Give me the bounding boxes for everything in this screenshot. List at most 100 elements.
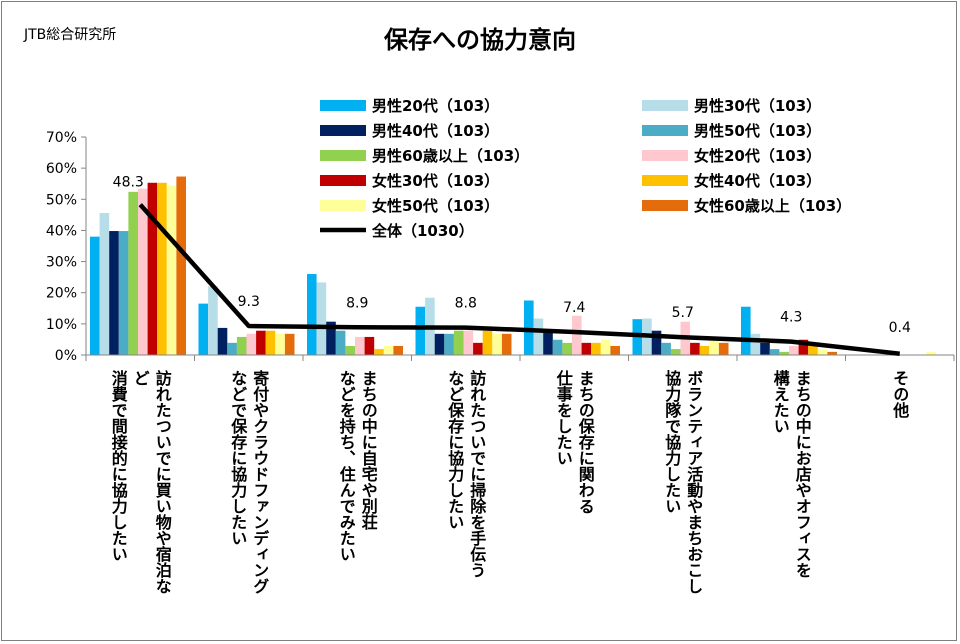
legend-swatch [642,125,688,136]
bar [552,339,563,355]
bar [741,306,751,355]
bar [709,339,719,355]
bar [543,330,553,355]
bar [690,342,700,355]
legend-label-total: 全体（1030） [371,222,474,240]
bar [562,342,572,355]
category-label: まちの保存に関わる [576,370,596,514]
bar [99,212,110,355]
x-axis [85,354,955,361]
legend-swatch [320,175,366,186]
bar [275,333,285,355]
bar [760,342,770,355]
bar [651,330,662,355]
bar [473,342,483,355]
bar [750,333,761,355]
bar [198,303,209,355]
y-tick-label: 10% [46,317,77,333]
legend-swatch [320,100,366,111]
bar [926,351,936,355]
y-tick-label: 60% [46,161,77,177]
y-tick-label: 0% [55,348,77,364]
legend-swatch [642,150,688,161]
category-label: などを持ち、住んでみたい [337,370,356,562]
bar [482,330,493,355]
legend-swatch [642,175,688,186]
category-label: 協力隊で協力したい [662,369,681,514]
bar [393,345,403,355]
bar [208,286,218,355]
legend: 男性20代（103） 男性30代（103） 男性40代（103） 男性50代（103）… [320,97,851,240]
bar [581,342,592,355]
total-data-label: 8.9 [346,295,368,311]
legend-label: 男性40代（103） [372,122,499,140]
legend-swatch [320,200,366,211]
y-tick-label: 20% [46,286,77,302]
bar [501,333,512,355]
bar [284,333,295,355]
total-line [138,203,901,356]
bar [355,336,365,355]
category-label: など保存に協力したい [445,370,465,530]
y-tick-label: 40% [46,223,77,239]
legend-label: 男性20代（103） [372,97,499,115]
legend-label: 女性20代（103） [694,147,821,165]
bar [789,345,799,355]
total-data-label: 9.3 [238,294,260,310]
legend-swatch [642,200,688,211]
bar [307,274,317,355]
category-label: 訪れたついでに掃除を手伝う [467,369,486,578]
legend-label: 女性40代（103） [694,172,821,190]
total-data-label: 4.3 [780,310,802,326]
bar [109,231,119,355]
bar [610,345,620,355]
total-line-series: 48.3 9.3 8.9 8.8 7.4 5.7 4.3 0.4 [113,175,911,356]
bar [808,345,818,355]
bar [572,315,582,355]
category-label: などで保存に協力したい [228,370,248,546]
legend-label: 男性50代（103） [694,122,821,140]
category-label: まちの中に自宅や別荘 [359,370,378,531]
bar [166,185,177,355]
legend-label: 女性50代（103） [372,197,499,215]
bar [118,231,129,355]
bar [90,236,100,355]
bar [176,176,186,355]
bar [699,345,710,355]
total-data-label: 48.3 [113,175,144,191]
category-label: ど [131,370,150,386]
bar [217,327,228,355]
bar [600,339,611,355]
bar [147,182,158,355]
category-label: 構えたい [771,369,790,434]
bar [256,330,266,355]
bar [524,300,534,355]
legend-swatch [320,150,366,161]
bar [533,318,544,355]
bar [335,330,346,355]
legend-label: 男性30代（103） [694,97,821,115]
legend-label: 女性60歳以上（103） [694,197,851,215]
category-label: まちの中にお店やオフィスを [793,370,812,578]
category-label: 訪れたついでに買い物や宿泊な [153,369,172,594]
bar [718,342,729,355]
bar [779,351,789,355]
bar [246,333,257,355]
bar [316,282,327,355]
y-axis: 0% 10% 20% 30% 40% 50% 60% 70% [46,130,87,364]
total-data-label: 5.7 [672,305,694,321]
y-tick-label: 70% [46,130,77,146]
category-label: 消費で間接的に協力したい [109,369,128,562]
bar [415,306,426,355]
bar [798,339,809,355]
source-label: JTB総合研究所 [24,27,117,43]
bar [827,351,837,355]
y-tick-label: 50% [46,192,77,208]
category-label: 仕事をしたい [554,369,574,466]
bar [591,342,601,355]
bar [345,345,355,355]
bar [769,349,780,355]
total-data-label: 7.4 [563,300,585,316]
